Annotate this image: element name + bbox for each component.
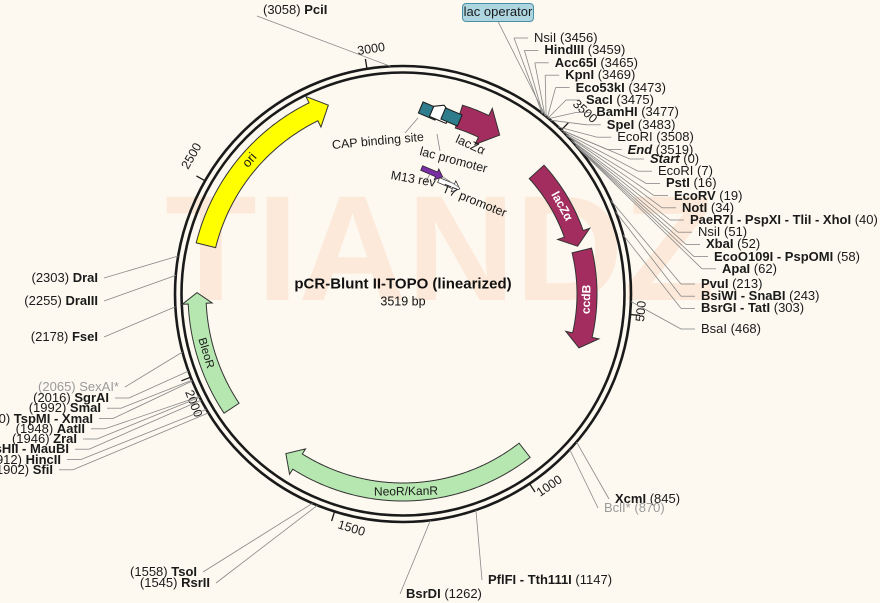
svg-text:ori: ori [239,149,260,170]
svg-text:NeoR/KanR: NeoR/KanR [374,484,439,499]
svg-text:lacZα: lacZα [548,189,576,224]
svg-text:ccdB: ccdB [579,284,594,314]
svg-text:BleoR: BleoR [195,336,215,369]
